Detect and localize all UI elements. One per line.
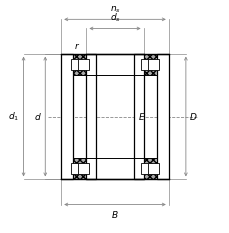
Bar	[147, 59, 158, 70]
Bar	[134, 54, 143, 179]
Bar	[143, 54, 156, 75]
Text: $d_1$: $d_1$	[8, 110, 19, 123]
Bar	[143, 158, 156, 179]
Bar	[141, 163, 152, 174]
Text: $n_s$: $n_s$	[109, 5, 120, 15]
Bar	[77, 163, 88, 174]
Bar	[73, 158, 86, 179]
Text: $r$: $r$	[74, 41, 80, 51]
Text: $E$: $E$	[137, 111, 145, 122]
Bar	[73, 54, 86, 75]
Bar	[71, 59, 82, 70]
Text: $B$: $B$	[111, 209, 118, 220]
Bar	[71, 163, 82, 174]
Bar	[156, 54, 168, 179]
Text: $d$: $d$	[34, 111, 42, 122]
Bar	[141, 59, 152, 70]
Bar	[147, 163, 158, 174]
Bar	[61, 54, 73, 179]
Bar	[86, 54, 95, 179]
Bar	[77, 59, 88, 70]
Text: $D$: $D$	[188, 111, 197, 122]
Text: $d_s$: $d_s$	[109, 12, 120, 24]
